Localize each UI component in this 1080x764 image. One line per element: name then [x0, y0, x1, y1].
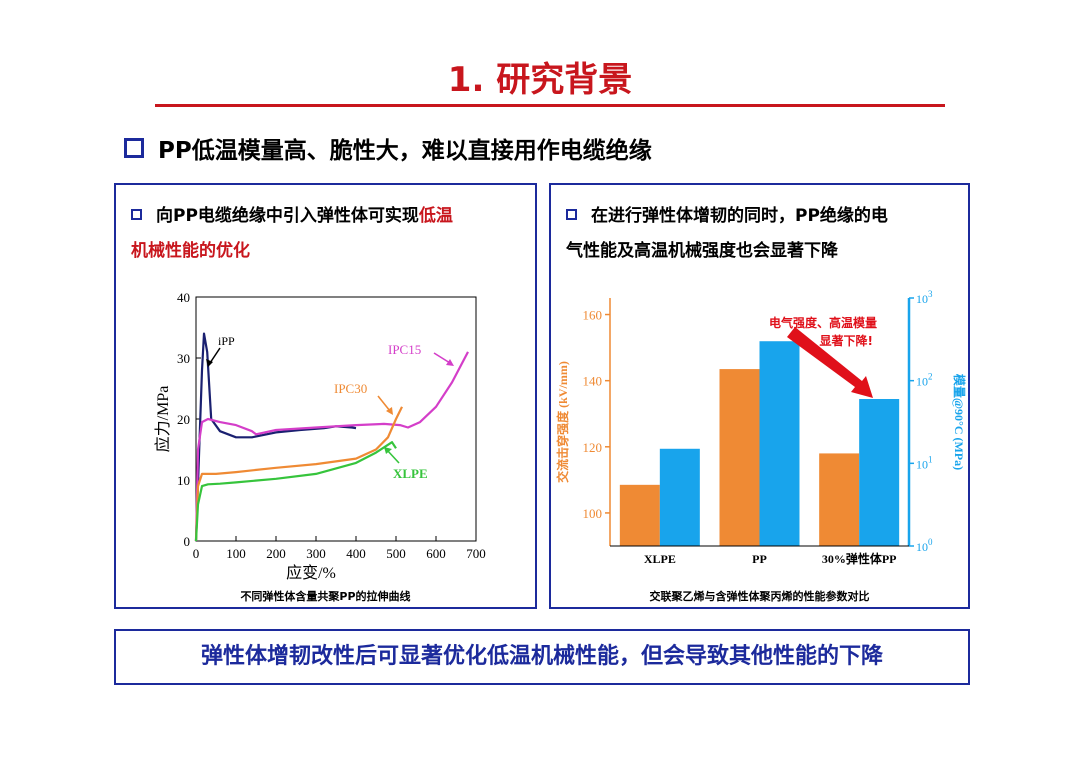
left-text-highlight1: 低温	[418, 206, 453, 226]
decline-annotation-line2: 显著下降!	[820, 333, 873, 348]
ipp-arrow-icon	[209, 347, 221, 364]
y-tick-label: 40	[177, 290, 190, 305]
conclusion-banner: 弹性体增韧改性后可显著优化低温机械性能，但会导致其他性能的下降	[114, 629, 970, 685]
series-line-ipc15	[194, 351, 469, 542]
xlpe-arrow-icon	[386, 449, 400, 464]
bar-strength	[719, 369, 760, 546]
ipc30-arrow-icon	[377, 395, 391, 412]
bar-modulus	[759, 341, 800, 546]
x-tick-label: 500	[386, 546, 406, 561]
ipp-arrowhead-icon	[206, 359, 213, 367]
y-tick-label: 10	[177, 473, 190, 488]
right-text-line1: 在进行弹性体增韧的同时，PP绝缘的电	[591, 206, 888, 226]
left-axis-label: 交流击穿强度 (kV/mm)	[555, 361, 570, 483]
x-tick-label: 300	[306, 546, 326, 561]
x-tick-label: 200	[266, 546, 286, 561]
y-axis-label: 应力/MPa	[153, 386, 172, 453]
right-tick-label: 102	[916, 372, 933, 389]
right-text-line2: 气性能及高温机械强度也会显著下降	[566, 241, 838, 261]
decline-annotation-line1: 电气强度、高温模量	[769, 315, 877, 330]
left-panel: 向PP电缆绝缘中引入弹性体可实现低温 机械性能的优化 0 100 200 300 400…	[114, 183, 537, 609]
left-text-line1: 向PP电缆绝缘中引入弹性体可实现	[156, 206, 419, 226]
small-square-bullet-icon	[566, 208, 577, 220]
x-tick-label: 0	[193, 546, 200, 561]
category-label: PP	[752, 552, 767, 566]
bar-modulus	[659, 448, 700, 546]
series-line-ipp	[194, 332, 357, 542]
series-label-ipc30: IPC30	[334, 381, 367, 396]
x-axis-label: 应变/%	[286, 563, 336, 582]
left-chart-caption: 不同弹性体含量共聚PP的拉伸曲线	[240, 590, 411, 603]
bar-strength	[819, 453, 860, 546]
x-tick-label: 100	[226, 546, 246, 561]
slide-title: 1. 研究背景	[447, 60, 633, 100]
xlpe-arrowhead-icon	[384, 447, 392, 454]
tensile-chart: 0 100 200 300 400 500 600 700 0 10 20 30 40 应变/% 应力…	[153, 290, 486, 582]
category-label: XLPE	[644, 552, 676, 566]
x-tick-label: 700	[466, 546, 486, 561]
right-axis-label: 模量@90°C (MPa)	[952, 374, 967, 470]
series-line-ipc30	[194, 406, 403, 542]
bar-strength	[619, 484, 660, 546]
left-tick-label: 100	[583, 506, 603, 521]
x-tick-label: 400	[346, 546, 366, 561]
ipc15-arrow-icon	[433, 352, 451, 364]
series-label-xlpe: XLPE	[393, 466, 428, 481]
plot-frame	[195, 296, 477, 542]
right-chart-caption: 交联聚乙烯与含弹性体聚丙烯的性能参数对比	[649, 590, 870, 603]
decline-arrow-icon	[787, 327, 873, 398]
right-tick-label: 103	[916, 289, 933, 306]
small-square-bullet-icon	[131, 208, 142, 220]
property-bar-chart: 100 120 140 160 100 101 102 103 XLPE PP 30%弹性体PP…	[555, 289, 967, 566]
right-panel-text: 在进行弹性体增韧的同时，PP绝缘的电 气性能及高温机械强度也会显著下降	[566, 199, 966, 269]
series-label-ipp: iPP	[218, 334, 235, 348]
ipc30-arrowhead-icon	[386, 407, 393, 415]
subheading-text: PP低温模量高、脆性大，难以直接用作电缆绝缘	[158, 138, 652, 164]
y-tick-label: 20	[177, 412, 190, 427]
left-text-highlight2: 机械性能的优化	[131, 241, 250, 261]
category-label: 30%弹性体PP	[822, 551, 897, 566]
bar-modulus	[859, 399, 900, 546]
right-tick-label: 100	[916, 537, 933, 554]
ipc15-arrowhead-icon	[446, 359, 454, 366]
left-panel-text: 向PP电缆绝缘中引入弹性体可实现低温 机械性能的优化	[131, 199, 531, 269]
subheading: PP低温模量高、脆性大，难以直接用作电缆绝缘	[124, 131, 652, 165]
series-label-ipc15: IPC15	[388, 342, 421, 357]
right-tick-label: 101	[916, 454, 933, 471]
square-bullet-icon	[124, 138, 144, 158]
left-tick-label: 120	[583, 440, 603, 455]
y-tick-label: 0	[184, 534, 191, 549]
left-tick-label: 140	[583, 374, 603, 389]
x-tick-label: 600	[426, 546, 446, 561]
title-divider	[155, 104, 945, 107]
series-line-xlpe	[194, 441, 397, 542]
right-panel: 在进行弹性体增韧的同时，PP绝缘的电 气性能及高温机械强度也会显著下降 100 1…	[549, 183, 970, 609]
y-tick-label: 30	[177, 351, 190, 366]
left-tick-label: 160	[583, 308, 603, 323]
